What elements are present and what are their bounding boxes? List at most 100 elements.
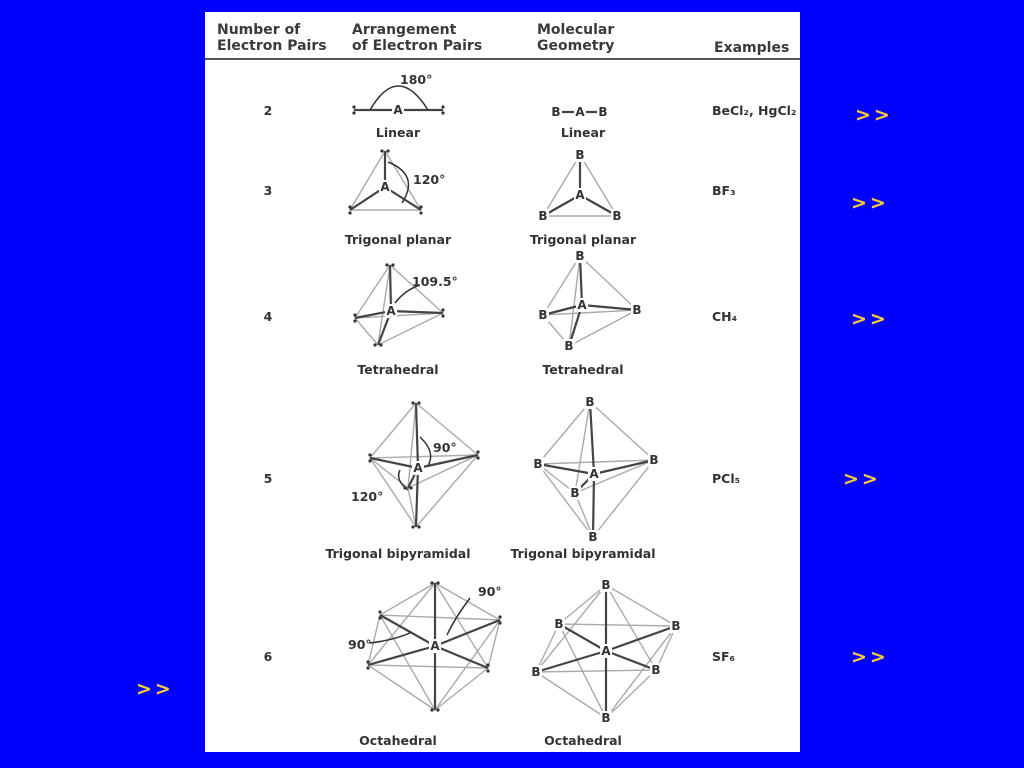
bond-angle-arc: [369, 631, 413, 644]
polyhedron-edge: [542, 309, 638, 316]
bond-line: [542, 194, 581, 217]
polyhedron-edge: [574, 459, 655, 494]
example-formula: SF₆: [712, 649, 736, 664]
outer-atom-label: B: [649, 453, 658, 467]
polyhedron-edge: [367, 664, 436, 711]
polyhedron-edge: [415, 454, 479, 528]
polyhedron-edge: [434, 582, 489, 669]
lone-pair-dots: [368, 453, 372, 457]
central-atom-label: A: [575, 105, 585, 119]
polyhedron-edge: [535, 671, 607, 719]
bond-line: [434, 618, 501, 648]
bond-line: [379, 614, 436, 647]
example-formula: BF₃: [712, 183, 736, 198]
arrangement-label: Octahedral: [359, 733, 437, 748]
bond-line: [605, 649, 657, 672]
outer-atom-label: B: [531, 665, 540, 679]
lone-pair-dots: [379, 343, 383, 347]
polyhedron-edge: [558, 623, 677, 627]
arrangement-label: Trigonal planar: [344, 232, 452, 247]
polyhedron-edge: [574, 492, 594, 538]
bond-line: [388, 264, 393, 312]
polyhedron-edge: [605, 584, 657, 671]
next-link-6[interactable]: >>: [136, 678, 174, 700]
outer-atom-label: B: [554, 617, 563, 631]
central-atom-label: A: [393, 103, 403, 117]
lone-pair-dots: [498, 615, 502, 619]
header-arrangement: Arrangement of Electron Pairs: [352, 22, 483, 54]
outer-atom-label: B: [575, 249, 584, 263]
lone-pair-dots: [498, 621, 502, 625]
polyhedron-edge: [354, 317, 379, 346]
lone-pair-dots: [486, 669, 490, 673]
polyhedron-edge: [367, 614, 381, 666]
next-link-3[interactable]: >>: [851, 308, 889, 330]
electron-pair-count: 5: [263, 471, 273, 486]
central-atom-label: A: [589, 467, 599, 481]
outer-atom-label: B: [564, 339, 573, 353]
bond-line: [605, 624, 677, 653]
lone-pair-dots: [411, 525, 415, 529]
lone-pair-dots: [368, 459, 372, 463]
polyhedron-edge: [568, 255, 581, 347]
outer-atom-label: B: [551, 105, 560, 119]
central-atom-label: A: [601, 644, 611, 658]
bond-line: [578, 255, 584, 306]
outer-atom-label: B: [598, 105, 607, 119]
lone-pair-dots: [352, 111, 356, 115]
vsepr-table-image: [205, 12, 800, 752]
lone-pair-dots: [409, 486, 413, 490]
bond-angle-label: 90°: [433, 440, 457, 455]
electron-pair-count: 2: [263, 103, 273, 118]
bond-line: [414, 467, 420, 528]
polyhedron-edge: [535, 623, 560, 673]
lone-pair-dots: [391, 263, 395, 267]
polyhedron-edge: [415, 402, 479, 456]
lone-pair-dots: [386, 149, 390, 153]
polyhedron-edge: [487, 619, 501, 669]
bond-angle-arc: [369, 85, 429, 111]
bond-line: [434, 644, 489, 670]
lone-pair-dots: [441, 111, 445, 115]
next-link-5[interactable]: >>: [851, 646, 889, 668]
polyhedron-edge: [579, 255, 638, 311]
next-link-4[interactable]: >>: [843, 468, 881, 490]
outer-atom-label: B: [588, 530, 597, 544]
electron-pair-count: 4: [263, 309, 273, 324]
polyhedron-edge: [605, 669, 657, 719]
geometry-label: Linear: [560, 125, 606, 140]
polyhedron-edge: [535, 584, 607, 673]
polyhedron-edge: [389, 264, 444, 314]
next-link-2[interactable]: >>: [851, 192, 889, 214]
polyhedron-edge: [367, 664, 489, 669]
electron-pair-count: 3: [263, 183, 273, 198]
polyhedron-edge: [434, 667, 489, 711]
lone-pair-dots: [417, 401, 421, 405]
bond-line: [593, 458, 655, 476]
outer-atom-label: B: [585, 395, 594, 409]
bond-angle-arc: [419, 436, 432, 467]
polyhedron-edge: [537, 463, 594, 538]
outer-atom-label: B: [533, 457, 542, 471]
central-atom-label: A: [430, 639, 440, 653]
polyhedron-edge: [349, 150, 386, 211]
lone-pair-dots: [352, 105, 356, 109]
lone-pair-dots: [419, 211, 423, 215]
next-link-1[interactable]: >>: [855, 104, 893, 126]
polyhedron-edge: [655, 625, 677, 671]
geometry-label: Trigonal planar: [529, 232, 637, 247]
polyhedron-edge: [537, 459, 655, 465]
lone-pair-dots: [385, 263, 389, 267]
central-atom-label: A: [380, 180, 390, 194]
outer-atom-label: B: [538, 209, 547, 223]
lone-pair-dots: [378, 610, 382, 614]
bond-angle-arc: [394, 284, 421, 304]
outer-atom-label: B: [601, 711, 610, 725]
bond-line: [414, 402, 420, 469]
polyhedron-edge: [379, 582, 436, 616]
polyhedron-edge: [379, 614, 436, 711]
example-formula: CH₄: [712, 309, 738, 324]
bond-line: [558, 623, 607, 652]
polyhedron-edge: [407, 487, 417, 528]
polyhedron-edge: [537, 401, 591, 465]
